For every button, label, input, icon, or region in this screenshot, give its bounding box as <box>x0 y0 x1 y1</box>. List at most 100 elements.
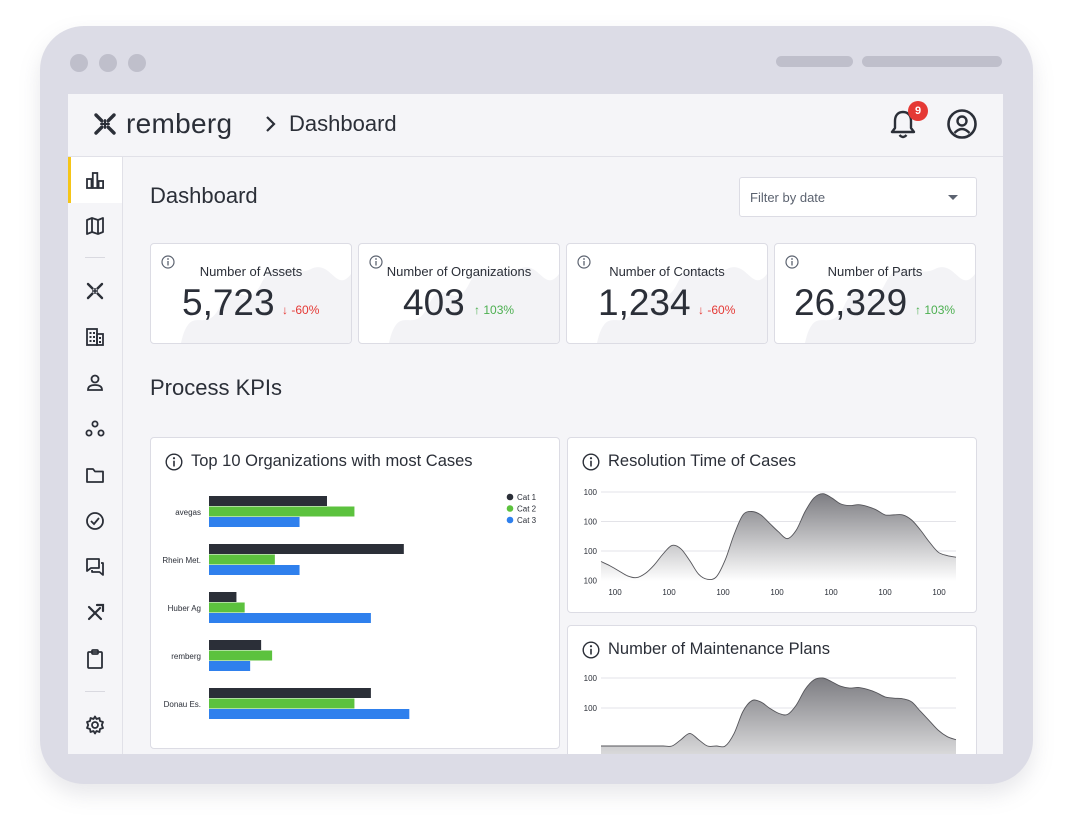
bar[interactable] <box>209 496 327 506</box>
chart-bar-icon <box>86 172 105 189</box>
info-icon[interactable] <box>582 453 600 471</box>
x-tick-label: 100 <box>932 588 946 597</box>
window-control-dot[interactable] <box>99 54 117 72</box>
sparkline-background <box>805 267 975 343</box>
notification-badge: 9 <box>908 101 928 121</box>
window-control-dot[interactable] <box>70 54 88 72</box>
bar[interactable] <box>209 517 300 527</box>
chart-card-maintenance-plans[interactable]: Number of Maintenance Plans 100 100 <box>567 625 977 754</box>
sidebar-item-cases[interactable] <box>68 544 122 590</box>
kpi-delta-value: -60% <box>291 303 320 317</box>
person-icon <box>87 374 103 391</box>
bar[interactable] <box>209 506 355 517</box>
x-tick-label: 100 <box>770 588 784 597</box>
brand-name[interactable]: remberg <box>126 108 233 139</box>
kpi-label: Number of Contacts <box>609 264 725 279</box>
bar[interactable] <box>209 544 404 554</box>
kpi-card-contacts[interactable]: Number of Contacts 1,234 ↓ -60% <box>566 243 768 344</box>
bar[interactable] <box>209 688 371 698</box>
bar[interactable] <box>209 650 273 661</box>
series-line[interactable] <box>601 677 957 748</box>
kpi-delta: ↓ -60% <box>282 303 320 317</box>
kpi-card-assets[interactable]: Number of Assets 5,723 ↓ -60% <box>150 243 352 344</box>
legend-label: Cat 3 <box>517 516 537 525</box>
sidebar-item-assets[interactable] <box>68 268 122 314</box>
series-line[interactable] <box>600 493 957 580</box>
info-icon[interactable] <box>785 255 799 269</box>
breadcrumb-current: Dashboard <box>289 111 397 136</box>
kpi-delta: ↓ -60% <box>698 303 736 317</box>
bar[interactable] <box>209 661 251 671</box>
app-screen: remberg Dashboard 9 <box>68 94 1003 754</box>
sidebar-item-map[interactable] <box>68 203 122 249</box>
info-icon[interactable] <box>582 641 600 659</box>
chart-title: Resolution Time of Cases <box>608 452 797 470</box>
x-tick-label: 100 <box>824 588 838 597</box>
x-tick-label: 100 <box>608 588 622 597</box>
legend-marker <box>506 493 514 501</box>
bar[interactable] <box>209 640 262 650</box>
bar[interactable] <box>209 602 245 613</box>
browser-placeholder-bar <box>776 56 853 67</box>
sparkline-background <box>597 267 767 343</box>
bar[interactable] <box>209 698 355 709</box>
sidebar-item-contacts[interactable] <box>68 360 122 406</box>
info-icon[interactable] <box>161 255 175 269</box>
legend-label: Cat 2 <box>517 505 537 514</box>
sidebar-item-files[interactable] <box>68 452 122 498</box>
tools-icon <box>87 603 105 621</box>
caret-down-icon <box>948 195 958 200</box>
info-icon[interactable] <box>577 255 591 269</box>
sidebar <box>68 157 123 754</box>
bar[interactable] <box>209 592 237 602</box>
browser-placeholder-bar <box>862 56 1002 67</box>
bar[interactable] <box>209 613 371 623</box>
bar-chart: avegas Rhein Met. Huber Ag remberg Donau Es.… <box>162 493 537 719</box>
y-tick-label: 100 <box>584 577 598 586</box>
account-circle-icon[interactable] <box>946 108 978 140</box>
date-filter-select[interactable]: Filter by date <box>739 177 977 217</box>
chart-card-resolution-time[interactable]: Resolution Time of Cases 100 100 100 100 100… <box>567 437 977 613</box>
y-tick-label: 100 <box>584 488 598 497</box>
sidebar-item-groups[interactable] <box>68 406 122 452</box>
kpi-label: Number of Organizations <box>386 264 532 279</box>
category-label: remberg <box>171 652 201 661</box>
main-content: Dashboard Filter by date Number of Asset… <box>123 157 1003 754</box>
window-control-dot[interactable] <box>128 54 146 72</box>
chart-card-top-organizations[interactable]: Top 10 Organizations with most Cases ave… <box>150 437 560 749</box>
chat-icon <box>86 558 104 576</box>
area-chart: 100 100 <box>584 674 957 754</box>
sidebar-item-checklists[interactable] <box>68 636 122 682</box>
kpi-label: Number of Parts <box>827 264 923 279</box>
sidebar-item-work-orders[interactable] <box>68 590 122 636</box>
sidebar-item-settings[interactable] <box>68 702 122 748</box>
remberg-logo-icon[interactable] <box>92 111 118 137</box>
area-fill <box>601 493 956 581</box>
sidebar-item-organizations[interactable] <box>68 314 122 360</box>
kpi-value: 1,234 <box>598 282 691 323</box>
clipboard-icon <box>87 649 103 669</box>
sidebar-item-tasks[interactable] <box>68 498 122 544</box>
info-icon[interactable] <box>165 453 183 471</box>
info-icon[interactable] <box>369 255 383 269</box>
category-label: Huber Ag <box>168 604 201 613</box>
kpi-delta-value: 103% <box>924 303 956 317</box>
bar[interactable] <box>209 554 275 565</box>
gear-icon <box>86 715 104 735</box>
bar[interactable] <box>209 565 300 575</box>
category-label: Donau Es. <box>164 700 201 709</box>
kpi-card-parts[interactable]: Number of Parts 26,329 ↑ 103% <box>774 243 976 344</box>
check-circle-icon <box>86 512 104 530</box>
bar[interactable] <box>209 709 410 719</box>
chart-title: Top 10 Organizations with most Cases <box>191 452 473 470</box>
folder-icon <box>86 468 104 483</box>
group-icon <box>85 420 105 437</box>
legend-marker <box>506 505 514 512</box>
sidebar-item-dashboard[interactable] <box>68 157 122 203</box>
kpi-value: 403 <box>403 282 465 323</box>
area-chart: 100 100 100 100 100 100 100 100 100 100 100 <box>584 488 957 597</box>
kpi-card-organizations[interactable]: Number of Organizations 403 ↑ 103% <box>358 243 560 344</box>
browser-frame: remberg Dashboard 9 <box>40 26 1033 784</box>
category-label: avegas <box>175 508 201 517</box>
legend-label: Cat 1 <box>517 493 537 502</box>
